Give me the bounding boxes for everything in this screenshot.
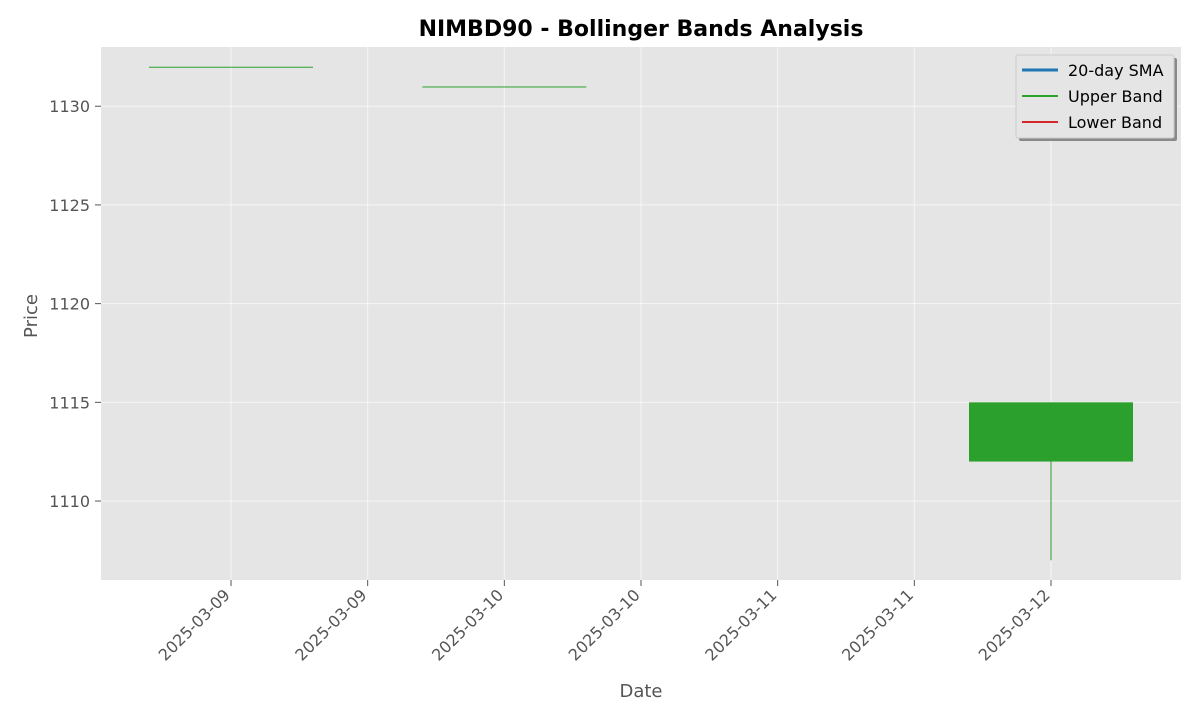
candle-body bbox=[422, 86, 587, 88]
candles bbox=[149, 66, 1133, 561]
legend-label: Upper Band bbox=[1068, 87, 1163, 106]
x-tick-label: 2025-03-09 bbox=[155, 585, 234, 664]
candle bbox=[149, 66, 313, 68]
legend-label: Lower Band bbox=[1068, 113, 1162, 132]
y-axis-ticks: 1110 1115 1120 1125 1130 bbox=[49, 97, 101, 511]
y-tick-label: 1115 bbox=[49, 393, 90, 412]
grid-lines bbox=[101, 47, 1181, 580]
candle bbox=[969, 402, 1133, 561]
y-tick-label: 1130 bbox=[49, 97, 90, 116]
x-tick-label: 2025-03-11 bbox=[701, 585, 780, 664]
y-tick-label: 1120 bbox=[49, 295, 90, 314]
y-axis-label: Price bbox=[21, 294, 42, 338]
y-tick-label: 1125 bbox=[49, 196, 90, 215]
chart-title: NIMBD90 - Bollinger Bands Analysis bbox=[419, 17, 864, 42]
legend: 20-day SMA Upper Band Lower Band bbox=[1015, 54, 1177, 141]
x-tick-label: 2025-03-10 bbox=[428, 585, 507, 664]
candle-body bbox=[969, 402, 1133, 462]
candle-body bbox=[149, 66, 313, 68]
legend-box bbox=[1015, 54, 1175, 139]
y-tick-label: 1110 bbox=[49, 492, 90, 511]
x-tick-label: 2025-03-09 bbox=[291, 585, 370, 664]
x-tick-label: 2025-03-11 bbox=[838, 585, 917, 664]
candle bbox=[422, 86, 587, 88]
x-tick-label: 2025-03-12 bbox=[975, 585, 1054, 664]
x-tick-label: 2025-03-10 bbox=[565, 585, 644, 664]
x-axis-label: Date bbox=[619, 681, 662, 702]
legend-label: 20-day SMA bbox=[1068, 61, 1164, 80]
x-axis-ticks: 2025-03-09 2025-03-09 2025-03-10 2025-03-10… bbox=[155, 580, 1054, 665]
